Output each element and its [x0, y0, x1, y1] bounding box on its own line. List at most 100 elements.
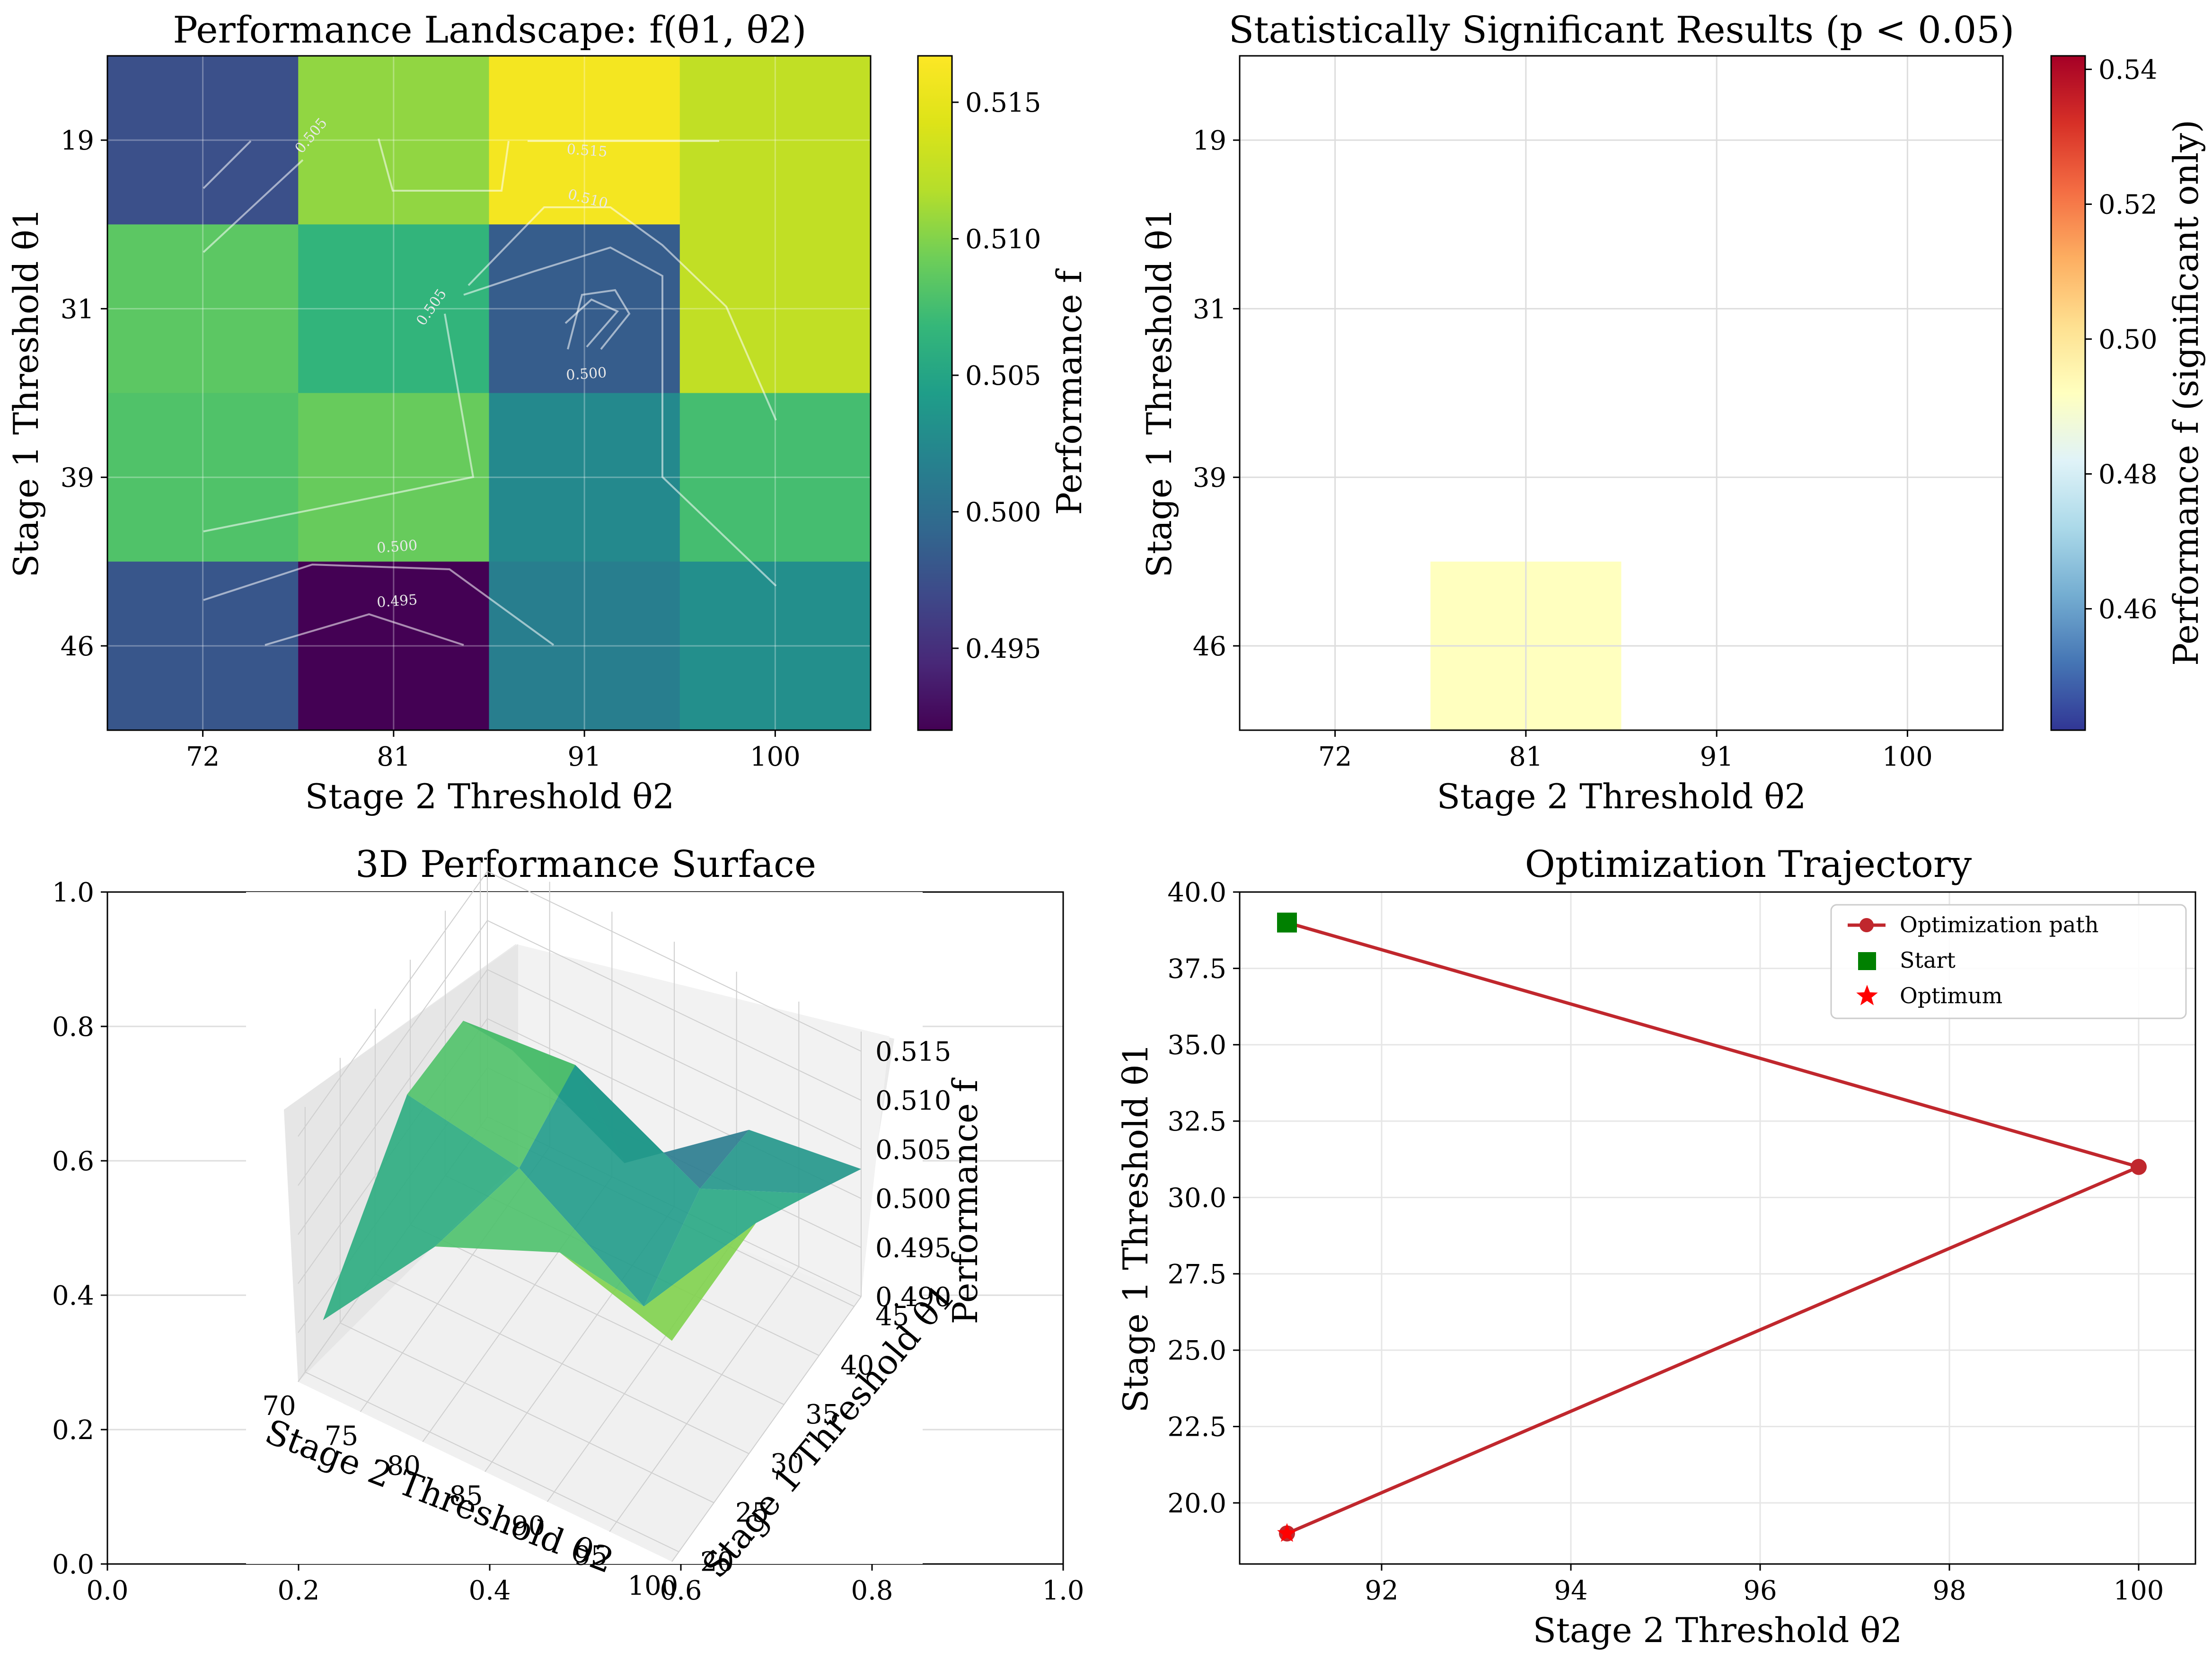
- optimum-marker: [1277, 1523, 1297, 1542]
- trajectory-ylabel: Stage 1 Threshold θ1: [1116, 1043, 1155, 1413]
- x3-tick-label: 85: [449, 1481, 483, 1511]
- y-tick-label: 32.5: [1167, 1106, 1226, 1137]
- colorbar-tick-label: 0.510: [965, 224, 1041, 255]
- y3-tick-label: 35: [805, 1399, 839, 1430]
- heatmap-ylabel: Stage 1 Threshold θ1: [6, 208, 46, 578]
- x-tick-label: 92: [1365, 1575, 1398, 1606]
- trajectory-title: Optimization Trajectory: [1525, 843, 1972, 886]
- y3-tick-label: 25: [735, 1498, 769, 1528]
- x-tick-label: 94: [1554, 1575, 1587, 1606]
- contour-label: 0.495: [376, 592, 418, 611]
- y-tick-label: 20.0: [1167, 1488, 1226, 1519]
- heatmap-x-ticks: 72 81 91 100: [186, 730, 801, 772]
- grid3d-line: [609, 1266, 800, 1532]
- x-tick-label: 91: [1700, 742, 1733, 772]
- colorbar-tick-label: 0.505: [965, 361, 1041, 391]
- z3-tick-label: 0.500: [875, 1184, 951, 1215]
- x-tick-label: 72: [186, 742, 220, 772]
- contour-label: 0.500: [565, 364, 607, 384]
- grid3d-line: [487, 969, 862, 1150]
- outer-y-tick-label: 0.0: [52, 1549, 94, 1580]
- surface-facet: [519, 1065, 700, 1307]
- x-tick-label: 98: [1932, 1575, 1966, 1606]
- legend-start-label: Start: [1900, 947, 1956, 973]
- heatmap-cell: [489, 561, 680, 731]
- significant-frame: [1239, 55, 2004, 731]
- significant-xlabel: Stage 2 Threshold θ2: [1437, 777, 1807, 816]
- surface-facet: [435, 1168, 644, 1307]
- y3-tick-label: 45: [875, 1301, 909, 1332]
- surface-panel: 3D Performance Surface 0.0 0.2 0.4 0.6 0.8 1.…: [52, 843, 1084, 1606]
- y-tick-label: 19: [61, 125, 94, 156]
- x-tick-label: 96: [1743, 1575, 1777, 1606]
- x3-tick-label: 95: [574, 1541, 608, 1572]
- contour-line: [264, 613, 464, 646]
- contour-line: [567, 289, 631, 350]
- contour-line: [467, 206, 777, 421]
- trajectory-frame: [1239, 891, 2196, 1565]
- colorbar-tick-label: 0.495: [965, 634, 1041, 664]
- trajectory-legend: Optimization path Start Optimum: [1830, 904, 2187, 1019]
- heatmap-grid: [107, 56, 871, 730]
- heatmap-cell: [107, 224, 299, 393]
- x3-tick-label: 100: [628, 1571, 679, 1601]
- heatmap-colorbar-label: Performance f: [1049, 268, 1089, 515]
- x-tick-label: 81: [377, 742, 410, 772]
- significant-y-ticks: 19 31 39 46: [1193, 125, 1240, 662]
- y-tick-label: 39: [61, 463, 94, 494]
- significant-grid: [1240, 56, 2003, 730]
- outer-y-tick-label: 0.6: [52, 1146, 94, 1177]
- colorbar-tick-label: 0.500: [965, 497, 1041, 528]
- significant-panel: Statistically Significant Results (p < 0…: [1139, 9, 2206, 816]
- heatmap-cells: [107, 56, 871, 731]
- y-tick-label: 22.5: [1167, 1412, 1226, 1443]
- grid3d-line: [298, 969, 488, 1235]
- y3-tick-label: 30: [770, 1449, 804, 1479]
- significant-x-ticks: 72 81 91 100: [1318, 730, 1933, 772]
- y-tick-label: 27.5: [1167, 1259, 1226, 1290]
- outer-x-tick-label: 0.2: [277, 1575, 319, 1606]
- grid3d-line: [410, 1224, 784, 1405]
- grid3d-line: [305, 1371, 679, 1553]
- grid3d-line: [487, 920, 862, 1101]
- heatmap-panel: Performance Landscape: f(θ1, θ2) 0.505 0.…: [6, 9, 1089, 816]
- y3-tick-label: 20: [700, 1546, 734, 1577]
- legend-optimum-label: Optimum: [1900, 983, 2002, 1008]
- outer-y-tick-label: 0.2: [52, 1415, 94, 1446]
- significant-colorbar-label: Performance f (significant only): [2166, 120, 2206, 666]
- colorbar-tick-label: 0.515: [965, 88, 1041, 118]
- heatmap-colorbar: [917, 55, 953, 731]
- contour-line: [203, 313, 475, 532]
- y-tick-label: 30.0: [1167, 1183, 1226, 1213]
- x3-tick-label: 90: [511, 1511, 545, 1541]
- z3-tick-label: 0.515: [875, 1036, 951, 1067]
- surface-facet: [323, 1094, 520, 1320]
- surface-facet: [700, 1130, 861, 1194]
- contour-label: 0.515: [566, 141, 608, 160]
- optimization-path-point: [2131, 1158, 2147, 1175]
- legend-optimum-marker: [1856, 985, 1878, 1006]
- legend-start-marker: [1858, 952, 1876, 970]
- colorbar-tick-label: 0.46: [2098, 594, 2158, 625]
- z3-tick-label: 0.510: [875, 1086, 951, 1116]
- heatmap-cell: [679, 224, 871, 393]
- colorbar-tick-label: 0.54: [2098, 55, 2158, 86]
- grid3d-line: [298, 920, 488, 1186]
- surface-facet: [560, 1223, 756, 1341]
- x-tick-label: 100: [1882, 742, 1933, 772]
- trajectory-panel: Optimization Trajectory 92 94 96 98 100 20.0…: [1116, 843, 2196, 1650]
- heatmap-cell: [298, 56, 489, 225]
- heatmap-cell: [107, 393, 299, 562]
- heatmap-cell: [298, 224, 489, 393]
- y-tick-label: 46: [61, 631, 94, 662]
- significant-title: Statistically Significant Results (p < 0…: [1229, 9, 2015, 52]
- start-marker: [1277, 912, 1297, 933]
- grid3d-line: [375, 1273, 749, 1454]
- grid3d-line: [671, 1296, 862, 1562]
- heatmap-colorbar-ticks: 0.495 0.500 0.505 0.510 0.515: [952, 88, 1041, 664]
- trajectory-xlabel: Stage 2 Threshold θ2: [1533, 1610, 1903, 1650]
- grid3d-line: [487, 871, 862, 1052]
- x3-tick-label: 75: [325, 1421, 358, 1451]
